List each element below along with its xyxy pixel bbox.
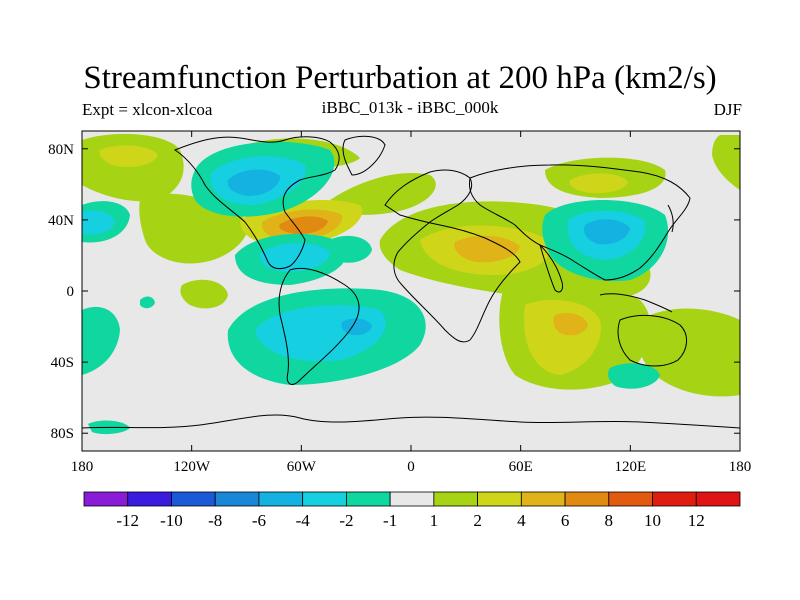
colorbar-label: 2 [473,511,482,530]
shade-atlantic-east-negative [327,235,372,263]
axis-ticks [81,131,741,451]
colorbar-swatch [345,491,391,507]
colorbar-label: 4 [517,511,526,530]
chart-title: Streamfunction Perturbation at 200 hPa (… [83,60,717,96]
x-tick-label: 120W [173,459,211,475]
colorbar-label: -4 [296,511,311,530]
coast-north-america [173,136,340,270]
shade-small-negative [140,296,155,309]
colorbar-label: -6 [252,511,266,530]
shade-south-pacific-positive [636,308,740,397]
coast-south-america [278,267,360,385]
shade-tropical-positive [180,279,228,309]
coast-greenland [342,135,386,176]
colorbar-swatch [564,491,610,507]
y-tick-label: 0 [67,284,75,300]
shade-pacific-yellow [99,145,158,167]
x-tick-label: 60E [509,459,533,475]
colorbar-swatch [83,491,129,507]
colorbar-label: -8 [208,511,222,530]
coast-asia [469,164,691,281]
colorbar-label: 12 [688,511,705,530]
colorbar-swatch [258,491,304,507]
season-label: DJF [713,100,742,119]
shade-indian-orange [553,313,588,336]
colorbar-swatch [214,491,260,507]
coast-indonesia [599,293,673,313]
coast-australia [617,315,687,367]
colorbar-swatch [608,491,653,507]
colorbar-swatch [389,491,435,507]
coast-europe-africa [384,169,521,343]
colorbar-swatch [127,491,172,507]
y-tick-label: 40S [51,355,74,371]
colorbar-label: -2 [339,511,353,530]
shade-north-pacific-positive [82,133,184,202]
y-tick-labels: 80N 40N 0 40S 80S [48,142,74,442]
shade-south-indian-negative [607,363,660,389]
x-tick-label: 180 [729,459,752,475]
colorbar-swatch [652,491,697,507]
coast-india [539,244,563,293]
x-tick-label: 120E [614,459,646,475]
coast-japan [667,204,674,233]
colorbar [83,491,741,507]
coastlines [81,135,741,429]
colorbar-label: 1 [430,511,439,530]
x-tick-label: 60W [287,459,317,475]
colorbar-swatch [302,491,347,507]
y-tick-label: 80S [51,426,74,442]
colorbar-label: -12 [116,511,139,530]
shade-north-america-neg-deep [227,169,280,196]
colorbar-label: -1 [383,511,397,530]
shade-siberia-yellow [569,173,628,194]
x-tick-label: 0 [407,459,415,475]
colorbar-label: 6 [561,511,570,530]
y-tick-label: 80N [48,142,74,158]
x-tick-label: 180 [71,459,94,475]
colorbar-label: -10 [160,511,183,530]
colorbar-swatch [695,491,741,507]
colorbar-label: 10 [644,511,661,530]
colorbar-swatch [520,491,566,507]
shade-west-pacific-negative [82,306,120,375]
experiment-label: Expt = xlcon-xlcoa [82,100,213,119]
y-tick-label: 40N [48,213,74,229]
case-label: iBBC_013k - iBBC_000k [321,98,499,117]
shade-caribbean-neg-core [259,243,330,272]
colorbar-swatch [171,491,216,507]
colorbar-labels: -12 -10 -8 -6 -4 -2 -1 1 2 4 6 8 10 12 [116,511,704,530]
colorbar-swatch [477,491,522,507]
shade-nw-positive [712,135,740,190]
colorbar-swatch [433,491,479,507]
x-tick-labels: 180 120W 60W 0 60E 120E 180 [71,459,752,475]
shade-pacific-neg-core [82,210,115,235]
shade-arabia-orange [454,235,520,263]
coast-antarctica [81,414,741,429]
field-layer [82,133,740,435]
colorbar-label: 8 [605,511,614,530]
shade-east-asia-neg-deep [584,219,630,245]
